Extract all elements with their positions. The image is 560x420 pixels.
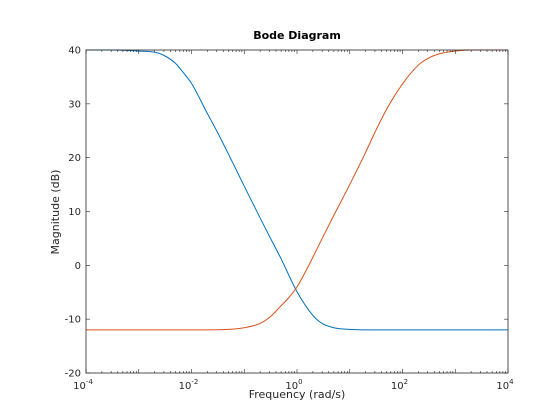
y-tick-label: 30 [68, 99, 81, 110]
y-tick-label: -20 [65, 369, 81, 380]
ticks-layer [85, 49, 509, 374]
series-2-line [86, 49, 508, 331]
curves-layer [86, 49, 508, 331]
x-axis-label: Frequency (rad/s) [249, 388, 346, 401]
y-tick-label: 10 [68, 207, 81, 218]
y-axis-label: Magnitude (dB) [49, 170, 62, 255]
plot-area [86, 50, 508, 373]
series-1-line [86, 49, 508, 331]
chart-title: Bode Diagram [253, 29, 341, 42]
y-tick-label: 40 [68, 46, 81, 57]
y-tick-label: 0 [75, 261, 81, 272]
y-tick-label: 20 [68, 153, 81, 164]
y-tick-label: -10 [65, 315, 81, 326]
